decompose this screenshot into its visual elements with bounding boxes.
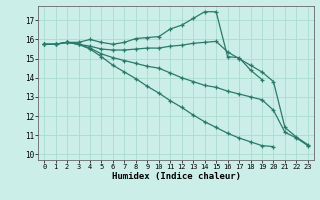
X-axis label: Humidex (Indice chaleur): Humidex (Indice chaleur) [111, 172, 241, 181]
